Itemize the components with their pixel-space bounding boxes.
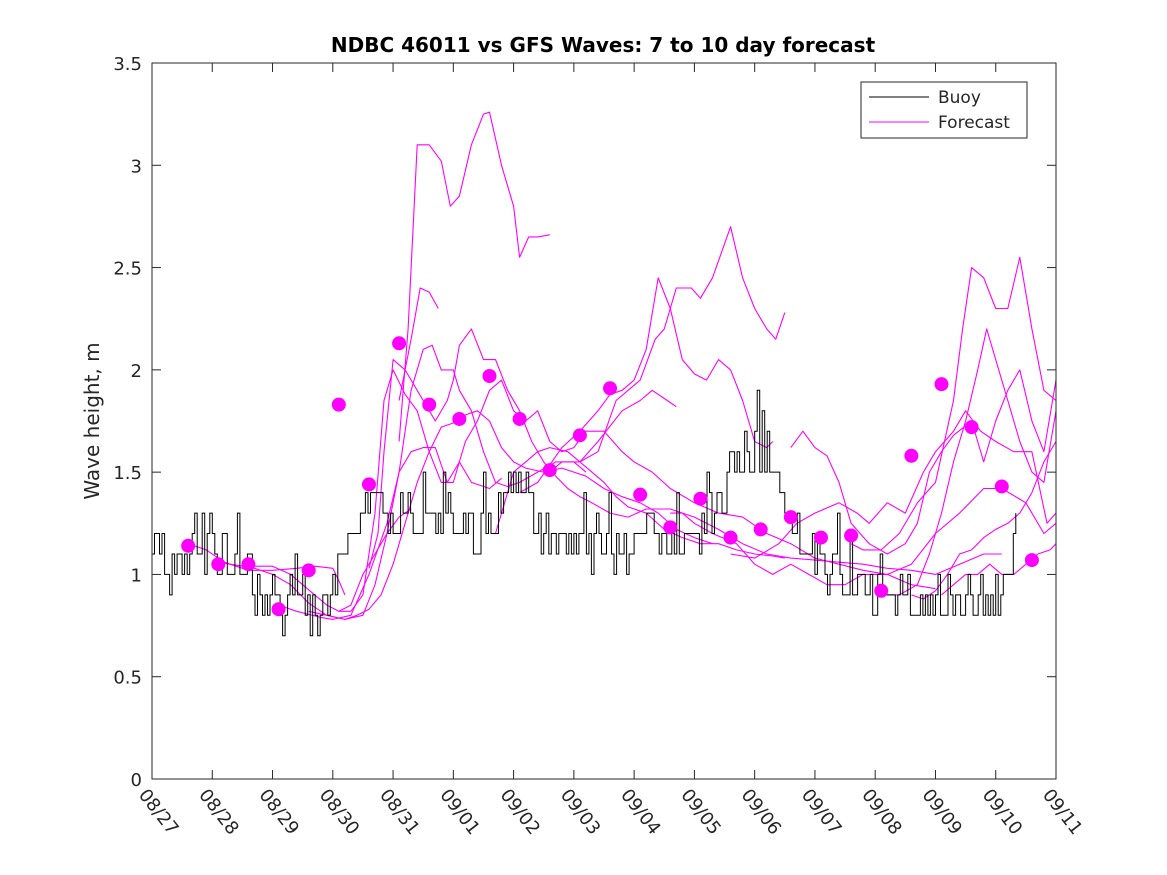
forecast-marker bbox=[452, 411, 467, 426]
y-tick-label: 2.5 bbox=[113, 259, 142, 280]
y-tick-label: 3.5 bbox=[113, 54, 142, 75]
forecast-marker bbox=[693, 491, 708, 506]
chart-title: NDBC 46011 vs GFS Waves: 7 to 10 day for… bbox=[331, 33, 876, 57]
forecast-line bbox=[790, 369, 1057, 555]
forecast-marker bbox=[1024, 553, 1039, 568]
forecast-marker bbox=[633, 487, 648, 502]
forecast-line bbox=[398, 287, 439, 401]
forecast-marker bbox=[934, 377, 949, 392]
forecast-marker bbox=[331, 397, 346, 412]
y-tick-label: 2 bbox=[131, 361, 142, 382]
forecast-marker bbox=[181, 538, 196, 553]
forecast-marker bbox=[482, 368, 497, 383]
y-tick-labels: 0 0.5 1 1.5 2 2.5 3 3.5 bbox=[113, 54, 142, 791]
forecast-marker bbox=[361, 477, 376, 492]
forecast-line bbox=[494, 447, 785, 559]
forecast-line bbox=[308, 410, 713, 620]
forecast-line bbox=[579, 389, 677, 463]
forecast-marker bbox=[994, 479, 1009, 494]
forecast-marker bbox=[422, 397, 437, 412]
y-tick-label: 1.5 bbox=[113, 463, 142, 484]
forecast-marker bbox=[813, 530, 828, 545]
legend-box bbox=[860, 81, 1028, 139]
forecast-line bbox=[398, 111, 550, 442]
forecast-marker bbox=[301, 563, 316, 578]
forecast-marker bbox=[874, 583, 889, 598]
forecast-marker bbox=[753, 522, 768, 537]
legend-buoy-label: Buoy bbox=[938, 88, 981, 108]
forecast-marker bbox=[271, 602, 286, 617]
axes-frame bbox=[151, 62, 1057, 780]
plot-area bbox=[152, 111, 1057, 637]
forecast-marker bbox=[241, 557, 256, 572]
forecast-markers bbox=[181, 336, 1039, 617]
forecast-line bbox=[850, 256, 1057, 551]
forecast-marker bbox=[723, 530, 738, 545]
buoy-line bbox=[152, 389, 1017, 637]
forecast-line bbox=[278, 344, 587, 620]
forecast-marker bbox=[512, 411, 527, 426]
forecast-marker bbox=[904, 448, 919, 463]
y-axis-label: Wave height, m bbox=[80, 342, 104, 499]
forecast-marker bbox=[572, 428, 587, 443]
forecast-marker bbox=[392, 336, 407, 351]
y-tick-label: 0.5 bbox=[113, 668, 142, 689]
buoy-series bbox=[152, 389, 1017, 637]
forecast-line bbox=[549, 226, 786, 473]
forecast-marker bbox=[663, 520, 678, 535]
y-tick-label: 1 bbox=[131, 565, 142, 586]
forecast-line bbox=[941, 543, 1057, 596]
legend-forecast-label: Forecast bbox=[938, 113, 1010, 133]
y-tick-label: 0 bbox=[131, 770, 142, 791]
forecast-marker bbox=[844, 528, 859, 543]
axis-ticks bbox=[151, 62, 1057, 780]
y-tick-label: 3 bbox=[131, 156, 142, 177]
forecast-marker bbox=[211, 557, 226, 572]
forecast-line bbox=[338, 369, 936, 612]
forecast-line bbox=[911, 441, 1057, 600]
forecast-marker bbox=[783, 510, 798, 525]
forecast-marker bbox=[603, 381, 618, 396]
forecast-marker bbox=[542, 463, 557, 478]
forecast-series bbox=[188, 111, 1057, 620]
forecast-line bbox=[368, 328, 1002, 575]
legend: Buoy Forecast bbox=[860, 81, 1028, 139]
forecast-line bbox=[881, 328, 1057, 596]
forecast-line bbox=[519, 277, 774, 494]
forecast-marker bbox=[964, 420, 979, 435]
